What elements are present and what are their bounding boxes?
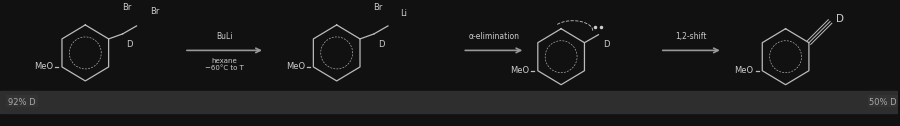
Text: MeO: MeO bbox=[34, 62, 53, 71]
Text: D: D bbox=[378, 40, 384, 49]
FancyBboxPatch shape bbox=[868, 95, 898, 107]
Text: Li: Li bbox=[400, 9, 407, 18]
Text: BuLi: BuLi bbox=[216, 32, 233, 41]
Text: Br: Br bbox=[122, 3, 131, 12]
Text: α-elimination: α-elimination bbox=[468, 32, 519, 41]
Text: MeO: MeO bbox=[734, 66, 753, 75]
Text: hexane: hexane bbox=[212, 58, 238, 64]
Text: 92% D: 92% D bbox=[8, 98, 36, 107]
Text: D: D bbox=[127, 40, 133, 49]
Text: −60°C to T: −60°C to T bbox=[205, 65, 244, 71]
Text: 1,2-shift: 1,2-shift bbox=[676, 32, 707, 41]
Text: MeO: MeO bbox=[285, 62, 305, 71]
FancyBboxPatch shape bbox=[6, 95, 38, 107]
Text: D: D bbox=[836, 14, 844, 24]
Text: Br: Br bbox=[374, 3, 382, 12]
Text: Br: Br bbox=[150, 7, 160, 16]
Bar bbox=[0, 91, 898, 113]
Text: MeO: MeO bbox=[510, 66, 529, 75]
Text: 50% D: 50% D bbox=[869, 98, 896, 107]
Text: D: D bbox=[603, 40, 610, 49]
